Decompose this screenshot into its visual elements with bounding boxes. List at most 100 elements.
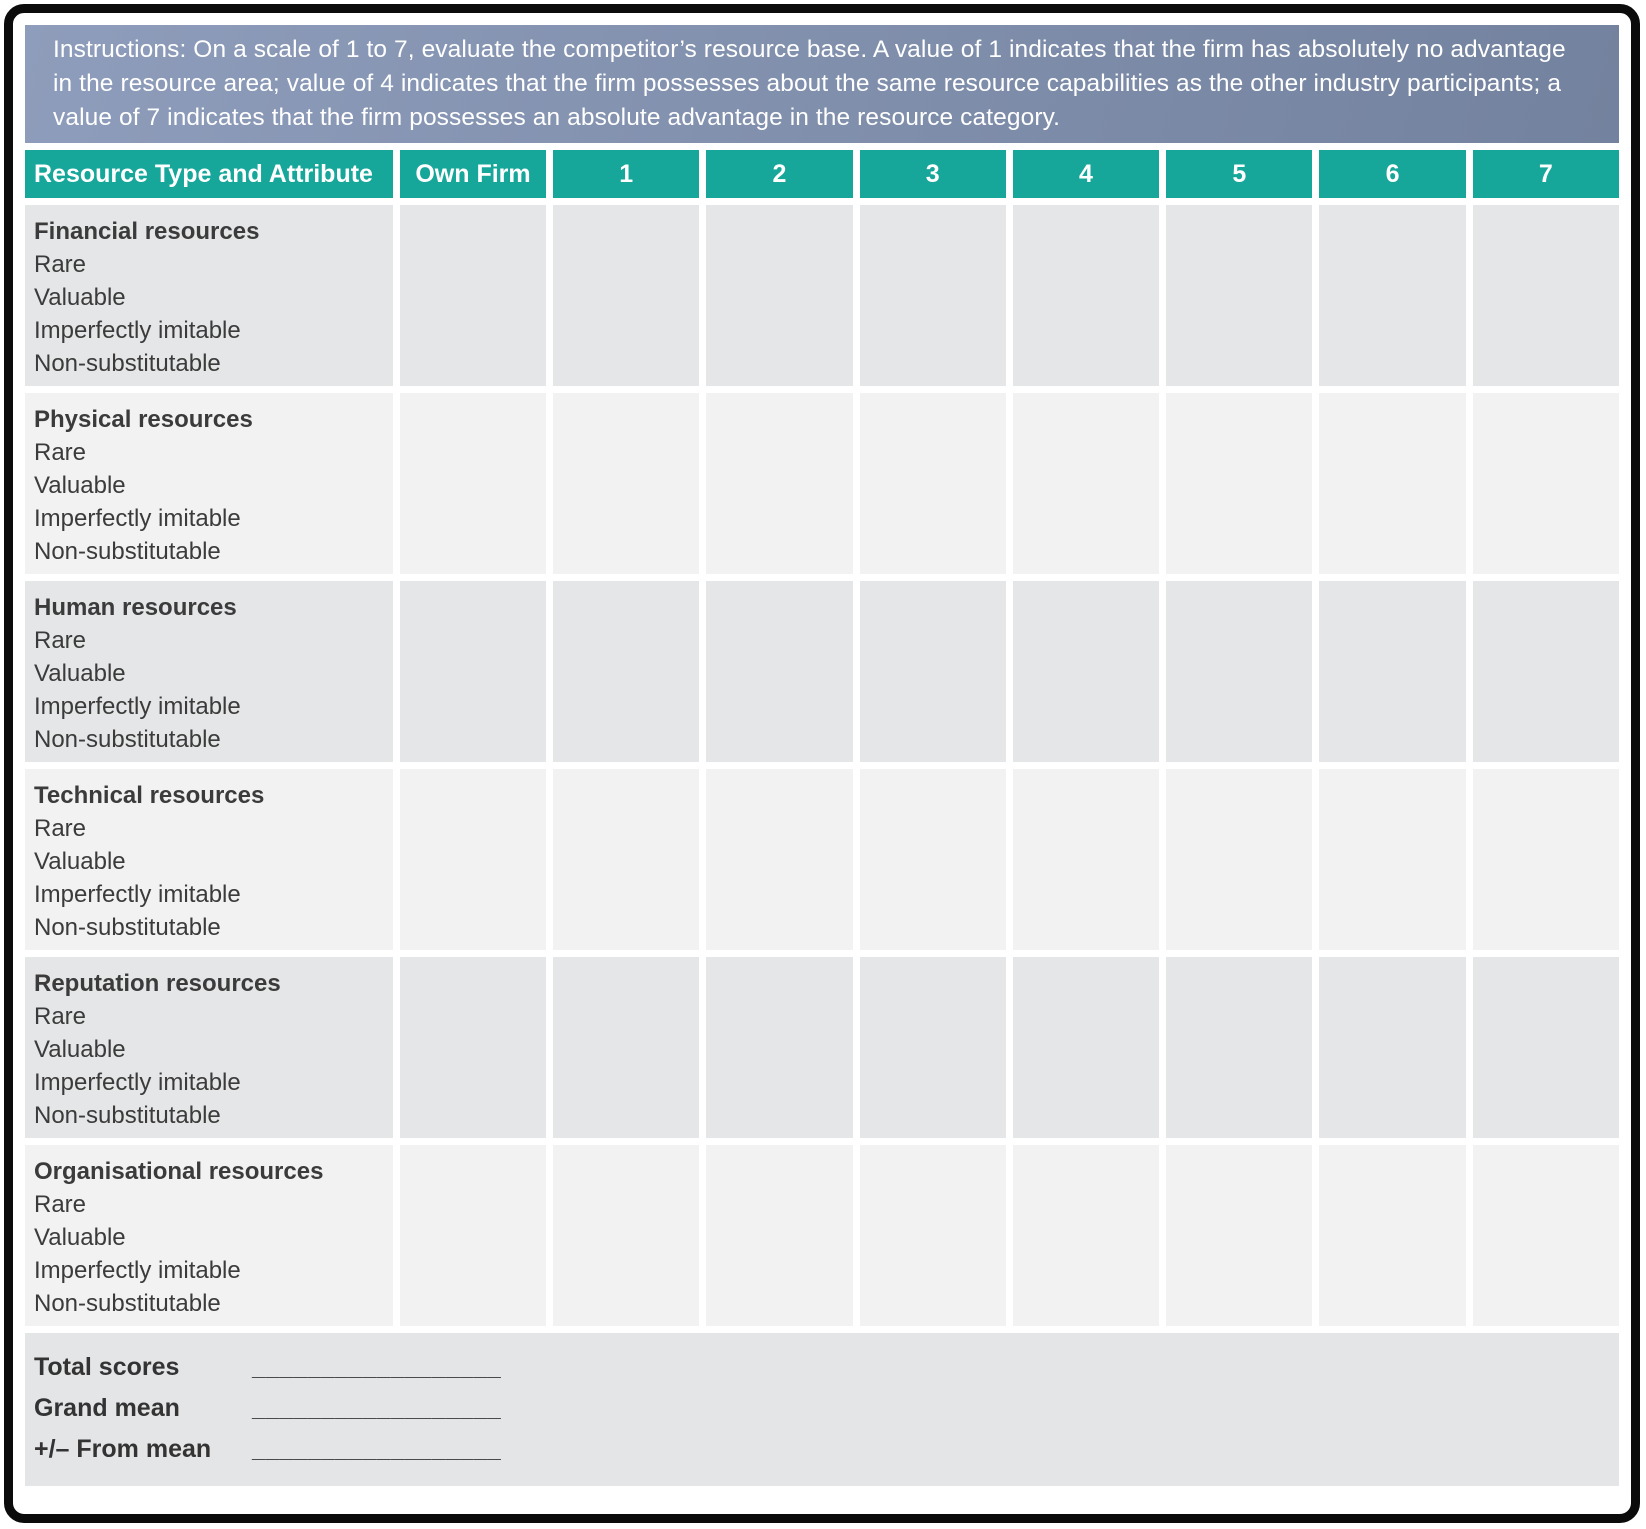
table-body: Financial resources Rare Valuable Imperf…	[25, 205, 1619, 1326]
footer-row-from-mean: +/– From mean __________________	[34, 1429, 1607, 1470]
score-cell-5[interactable]	[1166, 1145, 1313, 1326]
footer-blank-line[interactable]: __________________	[252, 1395, 502, 1422]
score-cell-4[interactable]	[1012, 393, 1160, 574]
header-scale-5: 5	[1166, 150, 1313, 198]
table-row: Organisational resources Rare Valuable I…	[25, 1145, 1619, 1326]
instructions-text: Instructions: On a scale of 1 to 7, eval…	[53, 36, 1566, 131]
score-cell-2[interactable]	[706, 1145, 853, 1326]
footer-row-grand-mean: Grand mean __________________	[34, 1388, 1607, 1429]
resource-label-cell: Technical resources Rare Valuable Imperf…	[25, 769, 393, 950]
score-cell-1[interactable]	[553, 957, 700, 1138]
score-cell-5[interactable]	[1166, 393, 1313, 574]
score-cell-4[interactable]	[1012, 769, 1160, 950]
resource-attribute: Rare	[34, 251, 87, 278]
header-scale-3: 3	[859, 150, 1006, 198]
score-cell-2[interactable]	[706, 205, 853, 386]
score-cell-3[interactable]	[859, 957, 1006, 1138]
resource-attribute: Imperfectly imitable	[34, 1069, 241, 1096]
resource-attribute: Imperfectly imitable	[34, 317, 241, 344]
score-cell-6[interactable]	[1319, 393, 1466, 574]
resource-attribute: Non-substitutable	[34, 1290, 221, 1317]
resource-title: Financial resources	[34, 218, 260, 245]
resource-attribute: Imperfectly imitable	[34, 881, 241, 908]
score-cell-own-firm[interactable]	[400, 393, 546, 574]
score-cell-5[interactable]	[1166, 957, 1313, 1138]
resource-attribute: Valuable	[34, 1224, 126, 1251]
resource-attribute: Rare	[34, 815, 87, 842]
score-cell-7[interactable]	[1472, 393, 1619, 574]
score-cell-5[interactable]	[1166, 769, 1313, 950]
score-cell-2[interactable]	[706, 581, 853, 762]
table-row: Human resources Rare Valuable Imperfectl…	[25, 581, 1619, 762]
score-cell-2[interactable]	[706, 393, 853, 574]
table-row: Physical resources Rare Valuable Imperfe…	[25, 393, 1619, 574]
score-cell-own-firm[interactable]	[400, 1145, 546, 1326]
score-cell-1[interactable]	[553, 1145, 700, 1326]
score-cell-3[interactable]	[859, 1145, 1006, 1326]
footer-blank-line[interactable]: __________________	[252, 1354, 502, 1381]
score-cell-own-firm[interactable]	[400, 581, 546, 762]
score-cell-7[interactable]	[1472, 205, 1619, 386]
footer-row-total-scores: Total scores __________________	[34, 1347, 1607, 1388]
score-cell-1[interactable]	[553, 205, 700, 386]
resource-attribute: Non-substitutable	[34, 350, 221, 377]
score-cell-3[interactable]	[859, 393, 1006, 574]
score-cell-7[interactable]	[1472, 581, 1619, 762]
score-cell-6[interactable]	[1319, 205, 1466, 386]
resource-label-cell: Reputation resources Rare Valuable Imper…	[25, 957, 393, 1138]
score-cell-7[interactable]	[1472, 1145, 1619, 1326]
resource-label-cell: Organisational resources Rare Valuable I…	[25, 1145, 393, 1326]
score-cell-2[interactable]	[706, 957, 853, 1138]
score-cell-4[interactable]	[1012, 205, 1160, 386]
score-cell-own-firm[interactable]	[400, 957, 546, 1138]
score-cell-3[interactable]	[859, 581, 1006, 762]
header-scale-4: 4	[1012, 150, 1160, 198]
score-cell-6[interactable]	[1319, 769, 1466, 950]
resource-title: Physical resources	[34, 406, 253, 433]
resource-title: Organisational resources	[34, 1158, 324, 1185]
resource-attribute: Non-substitutable	[34, 538, 221, 565]
score-cell-7[interactable]	[1472, 769, 1619, 950]
footer-label: Total scores	[34, 1353, 180, 1381]
resource-attribute: Imperfectly imitable	[34, 693, 241, 720]
score-cell-4[interactable]	[1012, 581, 1160, 762]
resource-attribute: Valuable	[34, 472, 126, 499]
score-cell-3[interactable]	[859, 769, 1006, 950]
score-cell-own-firm[interactable]	[400, 769, 546, 950]
resource-label-cell: Human resources Rare Valuable Imperfectl…	[25, 581, 393, 762]
table-row: Reputation resources Rare Valuable Imper…	[25, 957, 1619, 1138]
header-scale-7: 7	[1472, 150, 1619, 198]
table-row: Technical resources Rare Valuable Imperf…	[25, 769, 1619, 950]
resource-title: Human resources	[34, 594, 237, 621]
resource-attribute: Non-substitutable	[34, 726, 221, 753]
resource-attribute: Rare	[34, 1003, 87, 1030]
resource-attribute: Imperfectly imitable	[34, 1257, 241, 1284]
score-cell-6[interactable]	[1319, 1145, 1466, 1326]
score-cell-4[interactable]	[1012, 1145, 1160, 1326]
header-scale-2: 2	[706, 150, 853, 198]
score-cell-own-firm[interactable]	[400, 205, 546, 386]
score-cell-5[interactable]	[1166, 205, 1313, 386]
score-cell-7[interactable]	[1472, 957, 1619, 1138]
score-cell-1[interactable]	[553, 581, 700, 762]
score-cell-1[interactable]	[553, 769, 700, 950]
score-cell-3[interactable]	[859, 205, 1006, 386]
score-cell-2[interactable]	[706, 769, 853, 950]
resource-attribute: Rare	[34, 439, 87, 466]
summary-footer: Total scores __________________ Grand me…	[25, 1333, 1619, 1486]
score-cell-5[interactable]	[1166, 581, 1313, 762]
score-cell-6[interactable]	[1319, 581, 1466, 762]
resource-attribute: Valuable	[34, 1036, 126, 1063]
resource-attribute: Rare	[34, 627, 87, 654]
resource-attribute: Valuable	[34, 284, 126, 311]
instructions-banner: Instructions: On a scale of 1 to 7, eval…	[25, 25, 1619, 143]
resource-attribute: Non-substitutable	[34, 1102, 221, 1129]
header-scale-1: 1	[553, 150, 700, 198]
score-cell-1[interactable]	[553, 393, 700, 574]
score-cell-6[interactable]	[1319, 957, 1466, 1138]
resource-attribute: Rare	[34, 1191, 87, 1218]
footer-label: +/– From mean	[34, 1435, 212, 1463]
score-cell-4[interactable]	[1012, 957, 1160, 1138]
footer-blank-line[interactable]: __________________	[252, 1436, 502, 1463]
resource-title: Technical resources	[34, 782, 265, 809]
